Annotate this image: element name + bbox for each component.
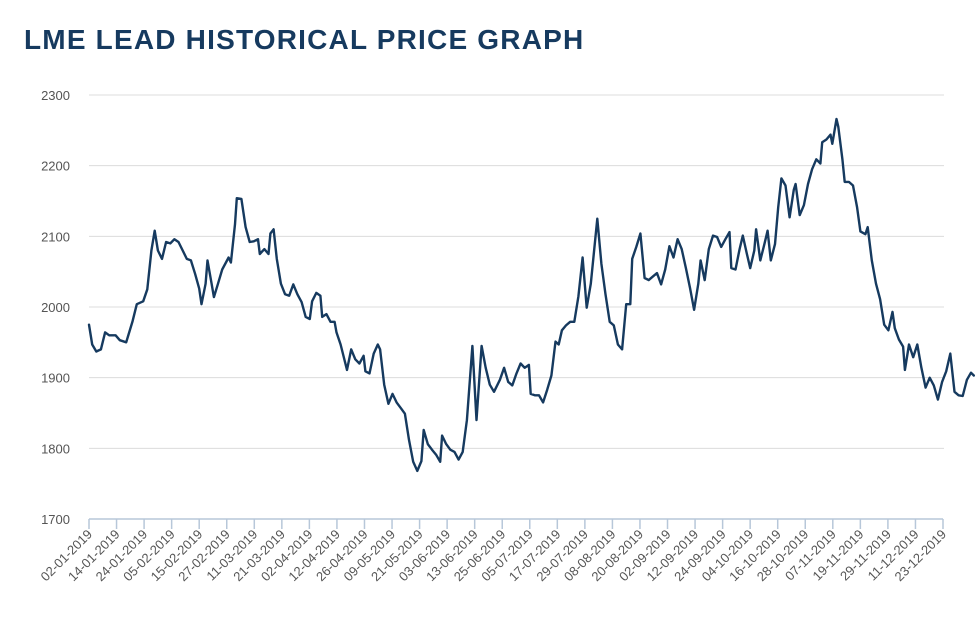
y-tick-label: 2000 bbox=[41, 300, 70, 315]
series-layer bbox=[87, 117, 975, 473]
y-tick-label: 2200 bbox=[41, 159, 70, 174]
chart-title: LME LEAD HISTORICAL PRICE GRAPH bbox=[24, 24, 585, 55]
y-tick-label: 1700 bbox=[41, 512, 70, 527]
y-tick-label: 2300 bbox=[41, 88, 70, 103]
y-tick-label: 1800 bbox=[41, 441, 70, 456]
y-axis-labels: 1700 1800 1900 2000 2100 2200 2300 bbox=[41, 88, 70, 527]
y-tick-label: 1900 bbox=[41, 371, 70, 386]
x-axis: 02-01-201914-01-201924-01-201905-02-2019… bbox=[37, 518, 949, 584]
series-line-0 bbox=[87, 117, 975, 473]
y-tick-label: 2100 bbox=[41, 229, 70, 244]
grid-layer bbox=[89, 94, 944, 449]
